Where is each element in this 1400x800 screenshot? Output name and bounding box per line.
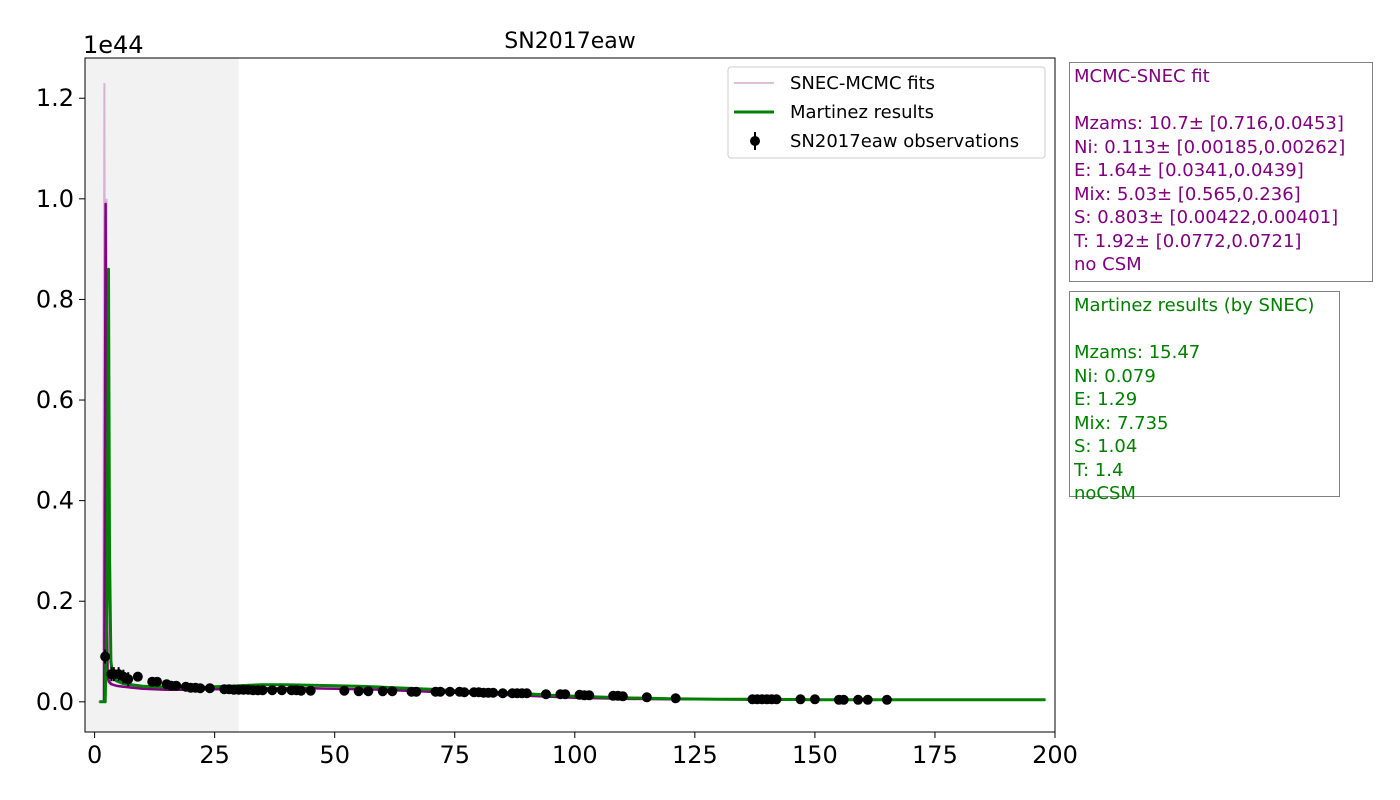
martinez-param-mix: Mix: 7.735 xyxy=(1074,412,1169,434)
legend-label-martinez: Martinez results xyxy=(790,102,934,123)
data-point-8 xyxy=(152,676,163,687)
data-point-43 xyxy=(459,687,470,698)
martinez-param-ni: Ni: 0.079 xyxy=(1074,365,1156,387)
x-tick-label: 100 xyxy=(552,741,598,769)
plot-frame xyxy=(84,57,1056,733)
x-tick-label: 75 xyxy=(439,741,470,769)
data-point-53 xyxy=(521,688,532,699)
series-line-snec-mcmc-fits xyxy=(99,202,1046,704)
mcmc-panel-heading: MCMC-SNEC fit xyxy=(1074,66,1210,87)
mcmc-param-ni: Ni: 0.113± [0.00185,0.00262] xyxy=(1074,136,1346,158)
y-tick-label: 1.2 xyxy=(36,84,74,112)
data-point-75 xyxy=(853,694,864,705)
data-point-76 xyxy=(862,694,873,705)
y-tick-label: 0.6 xyxy=(36,386,74,414)
data-point-40 xyxy=(435,686,446,697)
data-point-11 xyxy=(171,680,182,691)
data-point-38 xyxy=(411,686,422,697)
data-point-30 xyxy=(296,685,307,696)
y-tick-label: 0.8 xyxy=(36,285,74,313)
mcmc-param-e: E: 1.64± [0.0341,0.0439] xyxy=(1074,160,1304,181)
mcmc-snec-fit-panel: MCMC-SNEC fit Mzams: 10.7± [0.716,0.0453… xyxy=(1069,62,1373,282)
data-point-54 xyxy=(540,689,551,700)
x-tick-label: 150 xyxy=(792,741,838,769)
x-tick-label: 50 xyxy=(319,741,350,769)
data-point-77 xyxy=(881,694,892,705)
chart-title: SN2017eaw xyxy=(504,29,635,54)
legend-box xyxy=(727,66,1046,159)
data-point-49 xyxy=(497,688,508,699)
data-point-62 xyxy=(617,691,628,702)
x-tick-label: 200 xyxy=(1032,741,1078,769)
series-line-snec-mcmc-fits-spread-1 xyxy=(100,198,1047,703)
series-line-martinez-results xyxy=(99,267,1046,704)
data-point-15 xyxy=(195,683,206,694)
data-point-59 xyxy=(584,690,595,701)
data-point-70 xyxy=(771,694,782,705)
series-line-snec-mcmc-fits-spread-0 xyxy=(98,83,1045,703)
data-point-72 xyxy=(809,694,820,705)
martinez-param-csm: noCSM xyxy=(1074,483,1136,504)
data-point-33 xyxy=(353,686,364,697)
y-tick-label: 1.0 xyxy=(36,185,74,213)
data-point-26 xyxy=(267,685,278,696)
data-point-56 xyxy=(560,689,571,700)
x-tick-label: 0 xyxy=(87,741,102,769)
series-layer xyxy=(98,83,1047,705)
y-tick-label: 0.0 xyxy=(36,688,74,716)
legend-label-observations: SN2017eaw observations xyxy=(790,131,1019,152)
data-point-32 xyxy=(339,685,350,696)
x-tick-label: 25 xyxy=(199,741,230,769)
data-point-25 xyxy=(257,685,268,696)
legend-label-snec-mcmc: SNEC-MCMC fits xyxy=(790,73,935,94)
y-axis: 0.0 0.2 0.4 0.6 0.8 1.0 1.2 xyxy=(36,84,85,716)
data-point-36 xyxy=(387,686,398,697)
y-tick-label: 0.2 xyxy=(36,587,74,615)
x-tick-label: 125 xyxy=(672,741,718,769)
x-axis: 0 25 50 75 100 125 150 175 200 xyxy=(87,732,1078,769)
martinez-panel-spacer xyxy=(1074,318,1335,342)
martinez-panel-heading: Martinez results (by SNEC) xyxy=(1074,295,1315,316)
y-tick-label: 0.4 xyxy=(36,487,74,515)
y-offset-label: 1e44 xyxy=(83,31,144,59)
mcmc-param-csm: no CSM xyxy=(1074,254,1142,275)
x-tick-label: 175 xyxy=(912,741,958,769)
data-point-5 xyxy=(123,674,134,685)
data-point-16 xyxy=(204,683,215,694)
data-point-74 xyxy=(838,694,849,705)
mcmc-param-s: S: 0.803± [0.00422,0.00401] xyxy=(1074,207,1339,228)
data-point-35 xyxy=(377,686,388,697)
martinez-param-s: S: 1.04 xyxy=(1074,436,1138,457)
legend: SNEC-MCMC fits Martinez results SN2017ea… xyxy=(727,66,1046,159)
data-point-48 xyxy=(488,687,499,698)
data-point-63 xyxy=(641,692,652,703)
mcmc-param-t: T: 1.92± [0.0772,0.0721] xyxy=(1074,230,1302,252)
data-point-0 xyxy=(100,651,111,662)
data-point-6 xyxy=(132,671,143,682)
data-point-27 xyxy=(276,685,287,696)
data-point-64 xyxy=(670,693,681,704)
data-point-71 xyxy=(795,694,806,705)
martinez-param-e: E: 1.29 xyxy=(1074,389,1138,410)
mcmc-panel-spacer xyxy=(1074,89,1368,113)
martinez-param-t: T: 1.4 xyxy=(1074,459,1124,481)
martinez-results-panel: Martinez results (by SNEC) Mzams: 15.47 … xyxy=(1069,291,1340,504)
martinez-param-mzams: Mzams: 15.47 xyxy=(1074,342,1201,363)
mcmc-param-mix: Mix: 5.03± [0.565,0.236] xyxy=(1074,183,1301,205)
mcmc-param-mzams: Mzams: 10.7± [0.716,0.0453] xyxy=(1074,113,1344,134)
data-point-41 xyxy=(444,686,455,697)
data-point-31 xyxy=(305,685,316,696)
legend-swatch-observations xyxy=(750,136,760,146)
data-point-34 xyxy=(363,686,374,697)
